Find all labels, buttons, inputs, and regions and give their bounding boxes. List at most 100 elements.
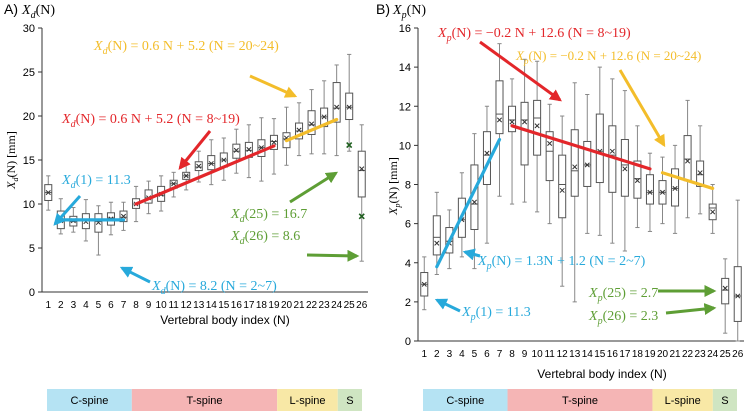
y-tick-label: 14 — [399, 62, 411, 74]
x-tick-label: 19 — [644, 349, 656, 360]
annotation-green2-base: X — [588, 309, 598, 324]
x-tick-label: 2 — [58, 300, 64, 311]
x-tick-label: 11 — [168, 300, 179, 311]
x-tick-label: 17 — [243, 300, 255, 311]
x-tick-label: 16 — [607, 349, 619, 360]
y-axis-label: Xp(N) [mm] — [386, 157, 402, 216]
box-mean-marker — [208, 160, 214, 167]
box-body — [432, 215, 441, 256]
box-body — [570, 129, 579, 197]
box-mean-marker — [572, 164, 578, 170]
fit-line-0 — [435, 137, 502, 269]
x-tick-label: 12 — [181, 300, 193, 311]
box-14 — [207, 139, 216, 186]
box-13 — [570, 82, 579, 303]
box-20 — [658, 156, 667, 225]
box-mean-marker — [672, 185, 678, 191]
box-mean-marker — [196, 163, 202, 169]
annotation-arrow-red — [479, 40, 562, 102]
x-tick-label: 9 — [146, 300, 152, 311]
box-15 — [219, 137, 228, 181]
panel-title-base: X — [21, 3, 31, 18]
box-mean-marker — [45, 190, 51, 196]
annotation-green2: Xp(26) = 2.3 — [588, 309, 658, 327]
x-tick-label: 3 — [447, 349, 453, 360]
box-6 — [482, 105, 491, 244]
box-21 — [671, 144, 680, 234]
x-tick-label: 23 — [695, 349, 707, 360]
annotation-red-base: X — [61, 112, 71, 127]
box-24 — [332, 64, 341, 157]
box-23 — [320, 80, 329, 155]
spine-region-c-spine — [47, 389, 132, 411]
box-10 — [533, 60, 542, 213]
y-axis-label: Xd(N) [mm] — [4, 131, 20, 190]
y-tick-label: 10 — [399, 140, 411, 152]
spine-region-label: T-spine — [186, 395, 222, 407]
box-mean-marker — [434, 240, 440, 246]
box-25 — [345, 53, 354, 152]
annotation-green1-rest: (25) = 16.7 — [245, 207, 308, 222]
box-mean-marker — [334, 104, 340, 110]
x-tick-label: 8 — [133, 300, 139, 311]
annotation-blue2-sub: d — [161, 286, 167, 297]
annotation-arrow-green2 — [665, 303, 717, 315]
box-body — [620, 139, 629, 197]
spine-region-l-spine — [652, 389, 713, 411]
x-tick-label: 5 — [96, 300, 102, 311]
x-tick-label: 1 — [421, 349, 427, 360]
annotation-blue1-sub: d — [71, 180, 77, 191]
y-tick-label: 12 — [399, 101, 411, 113]
box-20 — [282, 106, 291, 166]
spine-region-band: C-spine T-spine L-spine S — [47, 389, 362, 411]
x-tick-label: 13 — [569, 349, 581, 360]
box-mean-marker — [346, 104, 352, 110]
spine-region-s — [712, 389, 737, 411]
box-mean-marker — [421, 281, 427, 287]
x-tick-label: 20 — [657, 349, 669, 360]
box-mean-marker — [522, 119, 528, 125]
box-mean-marker — [359, 166, 365, 172]
annotation-blue2: Xd(N) = 8.2 (N = 2~7) — [151, 279, 277, 297]
annotation-yellow-base: X — [515, 48, 525, 63]
x-tick-label: 1 — [45, 300, 51, 311]
box-18 — [633, 125, 642, 229]
box-17 — [620, 90, 629, 252]
annotation-green1-sub: p — [597, 293, 603, 304]
box-mean-marker — [296, 127, 302, 133]
annotation-green1-base: X — [230, 207, 240, 222]
x-tick-label: 21 — [669, 349, 681, 360]
annotation-green2-sub: p — [597, 316, 603, 327]
annotation-arrow-blue2 — [462, 248, 481, 261]
annotation-arrow-yellow — [618, 69, 666, 148]
y-tick-label: 2 — [405, 297, 411, 309]
spine-region-s — [337, 389, 362, 411]
outlier-marker — [346, 141, 353, 149]
x-tick-label: 14 — [206, 300, 218, 311]
box-mean-marker — [634, 178, 640, 184]
box-body — [595, 113, 604, 184]
y-axis-label-rest: (N) [mm] — [386, 157, 400, 203]
box-5 — [470, 133, 479, 270]
box-body — [207, 155, 216, 171]
y-tick-label: 30 — [23, 23, 35, 35]
annotation-blue1: Xp(1) = 11.3 — [461, 305, 531, 323]
box-mean-marker — [659, 189, 666, 195]
panel-title-base: X — [392, 3, 402, 18]
annotation-red-rest: (N) = −0.2 N + 12.6 (N = 8~19) — [452, 26, 631, 41]
box-mean-marker — [584, 162, 590, 168]
box-mean-marker — [722, 285, 728, 291]
x-tick-label: 3 — [71, 300, 77, 311]
annotation-arrow-yellow — [249, 74, 298, 98]
box-body — [558, 154, 567, 219]
x-tick-label: 11 — [544, 349, 555, 360]
box-19 — [269, 118, 278, 175]
box-body — [332, 82, 341, 123]
box-24 — [708, 184, 717, 234]
annotation-blue2-sub: p — [486, 261, 492, 272]
box-mean-marker — [496, 117, 503, 123]
annotation-arrow-green1 — [289, 171, 339, 204]
outlier-marker — [358, 213, 365, 220]
box-26 — [733, 199, 742, 342]
